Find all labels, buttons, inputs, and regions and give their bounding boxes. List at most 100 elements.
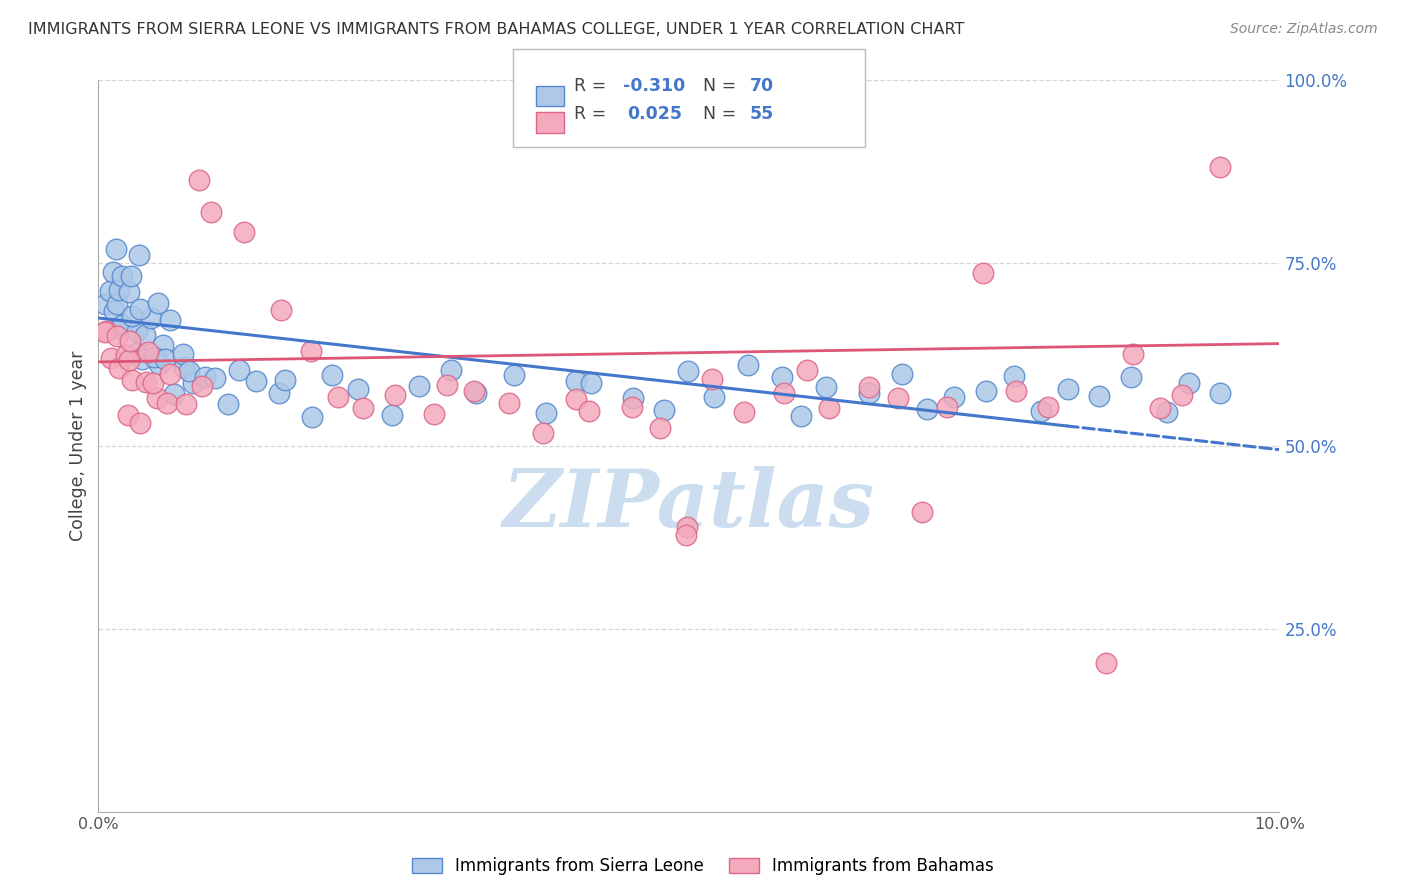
Point <box>129 302 152 317</box>
Point <box>105 329 128 343</box>
Point <box>436 377 458 392</box>
Point <box>274 373 297 387</box>
Point <box>772 385 794 400</box>
Point <box>1057 382 1080 396</box>
Point <box>245 374 267 388</box>
Point <box>579 376 602 390</box>
Point <box>463 384 485 398</box>
Point <box>200 205 222 219</box>
Point <box>108 283 131 297</box>
Text: -0.310: -0.310 <box>623 77 685 95</box>
Point <box>790 409 813 423</box>
Point <box>972 266 994 280</box>
Legend: Immigrants from Sierra Leone, Immigrants from Bahamas: Immigrants from Sierra Leone, Immigrants… <box>405 851 1001 882</box>
Text: N =: N = <box>703 77 742 95</box>
Point <box>98 284 121 298</box>
Point <box>326 390 349 404</box>
Point <box>564 374 586 388</box>
Point <box>127 325 149 339</box>
Point <box>148 357 170 371</box>
Point <box>121 309 143 323</box>
Point <box>770 370 793 384</box>
Text: ZIPatlas: ZIPatlas <box>503 466 875 543</box>
Point <box>173 359 195 374</box>
Point <box>564 392 586 406</box>
Point <box>1171 387 1194 401</box>
Point <box>163 387 186 401</box>
Point <box>858 386 880 401</box>
Point <box>737 358 759 372</box>
Point <box>93 326 115 340</box>
Point <box>1149 401 1171 415</box>
Point <box>503 368 526 382</box>
Point <box>381 408 404 422</box>
Y-axis label: College, Under 1 year: College, Under 1 year <box>69 351 87 541</box>
Point <box>408 379 430 393</box>
Point <box>134 328 156 343</box>
Point <box>910 505 932 519</box>
Point <box>96 324 118 338</box>
Text: Source: ZipAtlas.com: Source: ZipAtlas.com <box>1230 22 1378 37</box>
Point <box>267 385 290 400</box>
Point <box>194 370 217 384</box>
Point <box>675 528 697 542</box>
Point <box>159 367 181 381</box>
Point <box>176 397 198 411</box>
Point <box>153 351 176 366</box>
Text: IMMIGRANTS FROM SIERRA LEONE VS IMMIGRANTS FROM BAHAMAS COLLEGE, UNDER 1 YEAR CO: IMMIGRANTS FROM SIERRA LEONE VS IMMIGRAN… <box>28 22 965 37</box>
Point <box>1095 656 1118 670</box>
Point <box>858 380 880 394</box>
Point <box>1209 160 1232 174</box>
Point <box>943 390 966 404</box>
Point <box>352 401 374 415</box>
Point <box>1029 404 1052 418</box>
Point <box>143 350 166 364</box>
Point <box>886 392 908 406</box>
Point <box>181 376 204 390</box>
Point <box>187 173 209 187</box>
Point <box>1121 370 1143 384</box>
Point <box>103 303 125 318</box>
Text: 70: 70 <box>749 77 773 95</box>
Point <box>128 248 150 262</box>
Point <box>172 347 194 361</box>
Point <box>1209 386 1232 401</box>
Point <box>796 363 818 377</box>
Point <box>94 297 117 311</box>
Point <box>131 352 153 367</box>
Point <box>531 425 554 440</box>
Point <box>498 396 520 410</box>
Point <box>190 379 212 393</box>
Point <box>146 296 169 310</box>
Point <box>1005 384 1028 398</box>
Point <box>270 303 292 318</box>
Point <box>118 352 141 367</box>
Point <box>142 376 165 391</box>
Point <box>100 351 122 366</box>
Point <box>620 401 643 415</box>
Point <box>1088 389 1111 403</box>
Point <box>125 346 148 360</box>
Point <box>578 404 600 418</box>
Point <box>676 519 699 533</box>
Point <box>108 361 131 376</box>
Point <box>1122 347 1144 361</box>
Point <box>120 269 142 284</box>
Point <box>700 372 723 386</box>
Point <box>101 264 124 278</box>
Point <box>118 334 141 348</box>
Point <box>676 364 699 378</box>
Point <box>384 388 406 402</box>
Point <box>114 348 136 362</box>
Point <box>917 401 939 416</box>
Point <box>733 405 755 419</box>
Point <box>534 406 557 420</box>
Point <box>117 408 139 422</box>
Point <box>346 382 368 396</box>
Point <box>105 297 128 311</box>
Point <box>440 362 463 376</box>
Text: N =: N = <box>703 105 742 123</box>
Point <box>233 225 256 239</box>
Point <box>104 242 127 256</box>
Point <box>217 397 239 411</box>
